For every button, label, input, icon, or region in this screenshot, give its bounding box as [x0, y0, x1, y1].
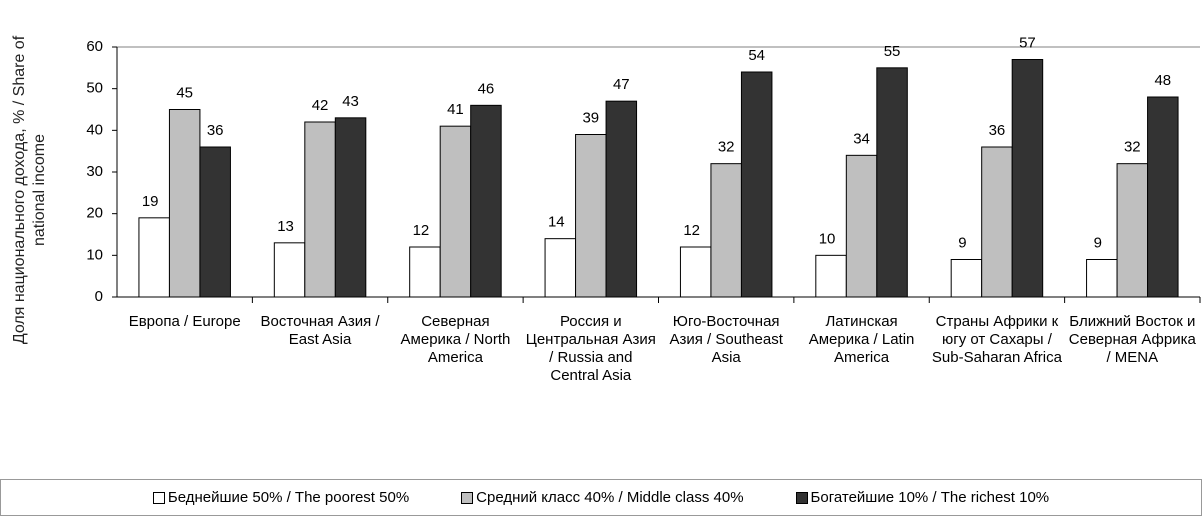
legend-label: Средний класс 40% / Middle class 40% — [476, 489, 744, 506]
legend: Беднейшие 50% / The poorest 50% Средний к… — [0, 479, 1202, 516]
legend-item: Богатейшие 10% / The richest 10% — [795, 489, 1050, 506]
value-label: 14 — [548, 214, 565, 231]
legend-label: Беднейшие 50% / The poorest 50% — [167, 489, 410, 506]
legend-item: Беднейшие 50% / The poorest 50% — [152, 489, 410, 506]
bar — [409, 246, 441, 298]
value-label: 34 — [853, 130, 870, 147]
value-label: 48 — [1154, 72, 1171, 89]
x-tick-label: Россия и Центральная Азия / Russia and C… — [525, 313, 656, 384]
bar — [815, 254, 847, 298]
bar — [1147, 96, 1179, 298]
value-label: 42 — [312, 97, 329, 114]
bar — [845, 154, 878, 298]
x-tick-label: Ближний Восток и Северная Африка / MENA — [1068, 313, 1196, 366]
legend-swatch — [152, 491, 165, 504]
y-tick-label: 40 — [86, 121, 103, 138]
bar — [304, 121, 336, 298]
bar — [1086, 259, 1118, 298]
bar — [138, 217, 170, 298]
y-tick-label: 30 — [86, 163, 103, 180]
y-tick-label: 10 — [86, 246, 103, 263]
bar — [199, 146, 231, 298]
y-axis-label: Доля национального дохода, % / Share of … — [11, 35, 48, 345]
x-tick-label: Юго-Восточная Азия / Southeast Asia — [669, 313, 783, 366]
value-label: 41 — [447, 101, 464, 118]
value-label: 12 — [683, 222, 700, 239]
value-label: 39 — [582, 109, 599, 126]
bar — [470, 104, 502, 298]
value-label: 12 — [413, 222, 430, 239]
bar — [981, 146, 1013, 298]
y-tick-label: 60 — [86, 38, 103, 55]
value-label: 36 — [207, 122, 224, 139]
value-label: 9 — [958, 234, 966, 251]
bar — [950, 259, 983, 298]
y-tick-label: 0 — [95, 288, 103, 305]
bar — [876, 67, 908, 298]
value-label: 43 — [342, 93, 359, 110]
value-label: 36 — [989, 122, 1006, 139]
y-tick-label: 20 — [86, 205, 103, 222]
bar — [575, 134, 607, 298]
bar — [439, 125, 472, 298]
x-tick-label: Европа / Europe — [128, 313, 241, 330]
bar — [679, 246, 712, 298]
bar — [605, 100, 638, 298]
bar — [740, 71, 773, 298]
value-label: 32 — [718, 139, 735, 156]
value-label: 57 — [1019, 34, 1036, 51]
bar — [273, 242, 306, 298]
value-label: 9 — [1094, 234, 1102, 251]
bar — [544, 238, 577, 298]
bar — [334, 117, 367, 298]
legend-label: Богатейшие 10% / The richest 10% — [810, 489, 1050, 506]
x-tick-label: Северная Америка / North America — [400, 313, 511, 366]
bar — [168, 109, 201, 298]
value-label: 46 — [478, 80, 495, 97]
y-tick-label: 50 — [86, 80, 103, 97]
value-label: 10 — [819, 230, 836, 247]
bar — [1011, 59, 1044, 298]
x-tick-label: Страны Африки к югу от Сахары / Sub-Saha… — [931, 313, 1062, 366]
value-label: 55 — [884, 43, 901, 60]
bar — [1116, 163, 1149, 298]
bar — [710, 163, 742, 298]
legend-swatch — [795, 491, 808, 504]
legend-item: Средний класс 40% / Middle class 40% — [461, 489, 744, 506]
value-label: 32 — [1124, 139, 1141, 156]
x-tick-label: Латинская Америка / Latin America — [808, 313, 915, 366]
legend-swatch — [461, 491, 474, 504]
value-label: 13 — [277, 218, 294, 235]
x-tick-label: Восточная Азия / East Asia — [260, 313, 380, 348]
value-label: 47 — [613, 76, 630, 93]
value-label: 19 — [142, 193, 159, 210]
value-label: 45 — [176, 84, 193, 101]
value-label: 54 — [748, 47, 765, 64]
